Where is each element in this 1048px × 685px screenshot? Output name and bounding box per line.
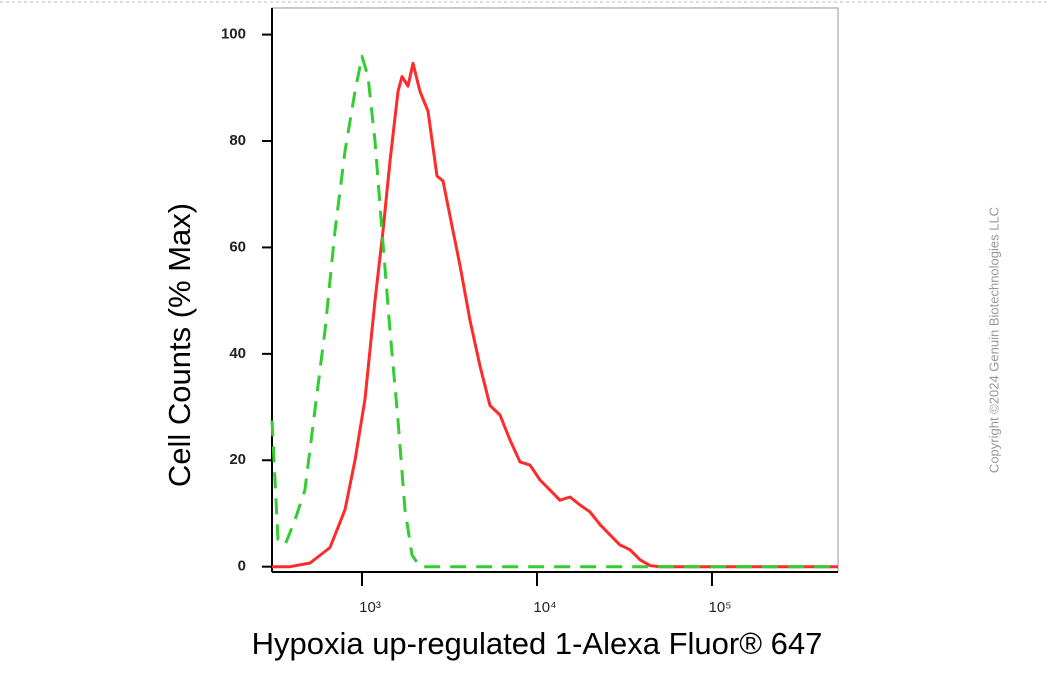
y-axis-label: Cell Counts (% Max): [162, 203, 197, 487]
y-tick-label: 20: [229, 451, 246, 468]
x-tick-label: 10³: [359, 599, 381, 616]
series-line: [270, 54, 838, 569]
y-tick-label: 60: [229, 238, 246, 255]
y-tick-label: 80: [229, 132, 246, 149]
watermark: Copyright ©2024 Genuin Biotechnologies L…: [986, 207, 1001, 473]
y-tick-label: 100: [221, 26, 246, 43]
series-line: [272, 61, 838, 569]
x-tick-label: 10⁴: [533, 599, 556, 616]
x-tick-label: 10⁵: [709, 599, 732, 616]
x-axis-label: Hypoxia up-regulated 1-Alexa Fluor® 647: [252, 626, 823, 661]
y-tick-label: 40: [229, 345, 246, 362]
plot-frame: [271, 7, 839, 573]
y-tick-label: 0: [238, 558, 246, 575]
